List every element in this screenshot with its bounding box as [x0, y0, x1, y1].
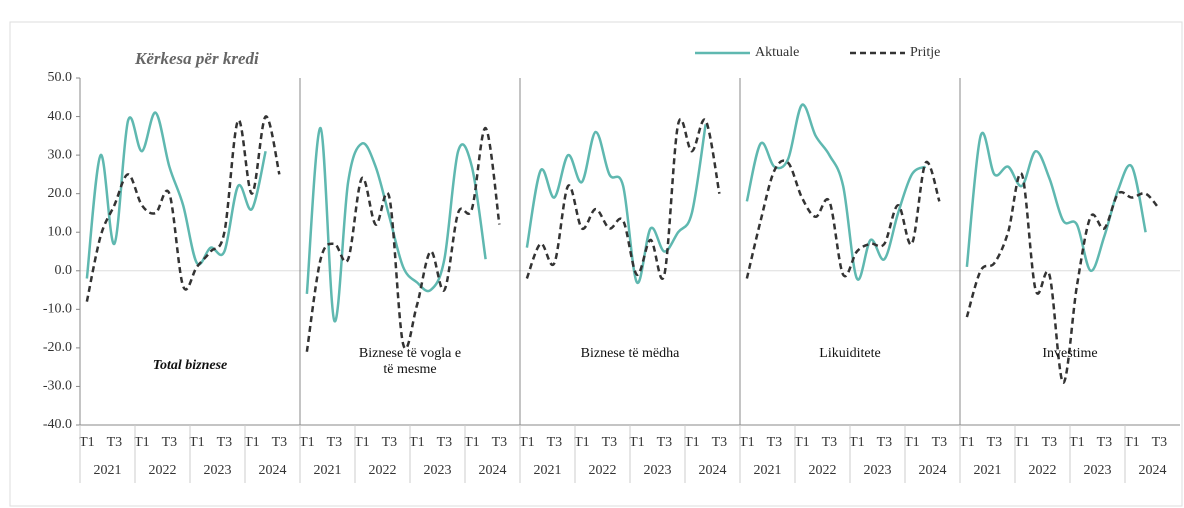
line-series [85, 111, 267, 279]
line-series [305, 126, 501, 352]
y-tick-label: 20.0 [48, 186, 73, 201]
panel-label: Biznese të mëdha [580, 346, 680, 361]
line-series [525, 124, 707, 284]
x-tick-label: T3 [1152, 435, 1168, 450]
x-tick-label: T1 [134, 435, 150, 450]
line-series [745, 103, 927, 281]
y-tick-label: -30.0 [43, 379, 72, 394]
x-tick-label: T1 [409, 435, 425, 450]
y-tick-label: 30.0 [48, 147, 73, 162]
year-label: 2022 [809, 463, 837, 478]
x-tick-label: T3 [272, 435, 288, 450]
year-label: 2022 [369, 463, 397, 478]
line-series [305, 126, 487, 323]
x-tick-label: T1 [1124, 435, 1140, 450]
x-tick-label: T3 [712, 435, 728, 450]
legend-label: Aktuale [755, 45, 799, 60]
year-label: 2022 [1029, 463, 1057, 478]
legend-label: Pritje [910, 45, 940, 60]
x-tick-label: T1 [849, 435, 865, 450]
panel-label: Biznese të vogla e të mesme [358, 346, 462, 377]
year-label: 2024 [919, 463, 947, 478]
x-tick-label: T1 [684, 435, 700, 450]
x-tick-label: T1 [519, 435, 535, 450]
year-label: 2024 [259, 463, 287, 478]
y-tick-label: -40.0 [43, 417, 72, 432]
year-label: 2021 [974, 463, 1002, 478]
x-tick-label: T3 [822, 435, 838, 450]
frame [9, 21, 1183, 507]
panel-label: Investime [1042, 346, 1098, 361]
x-tick-label: T3 [107, 435, 123, 450]
line-series [745, 159, 941, 279]
x-tick-label: T3 [1042, 435, 1058, 450]
y-tick-label: 10.0 [48, 224, 73, 239]
line-series [85, 115, 281, 302]
x-tick-label: T3 [602, 435, 618, 450]
panel-label: Likuiditete [819, 346, 881, 361]
x-tick-label: T1 [464, 435, 480, 450]
y-tick-label: 40.0 [48, 109, 73, 124]
x-tick-label: T1 [794, 435, 810, 450]
x-tick-label: T3 [932, 435, 948, 450]
y-tick-label: 0.0 [55, 263, 73, 278]
x-tick-label: T1 [629, 435, 645, 450]
x-tick-label: T3 [437, 435, 453, 450]
year-label: 2021 [754, 463, 782, 478]
year-label: 2023 [204, 463, 232, 478]
year-label: 2021 [94, 463, 122, 478]
x-tick-label: T1 [299, 435, 315, 450]
year-label: 2023 [424, 463, 452, 478]
x-tick-label: T1 [574, 435, 590, 450]
line-series [965, 131, 1147, 273]
year-label: 2023 [644, 463, 672, 478]
year-label: 2021 [314, 463, 342, 478]
x-tick-label: T3 [877, 435, 893, 450]
year-label: 2024 [699, 463, 727, 478]
year-label: 2023 [1084, 463, 1112, 478]
year-label: 2022 [589, 463, 617, 478]
x-tick-label: T1 [959, 435, 975, 450]
x-tick-label: T3 [492, 435, 508, 450]
x-tick-label: T1 [354, 435, 370, 450]
x-tick-label: T3 [217, 435, 233, 450]
x-tick-label: T1 [739, 435, 755, 450]
year-label: 2022 [149, 463, 177, 478]
panel-label: Total biznese [152, 358, 228, 373]
x-tick-label: T3 [547, 435, 563, 450]
x-tick-label: T3 [162, 435, 178, 450]
x-tick-label: T1 [189, 435, 205, 450]
year-label: 2023 [864, 463, 892, 478]
year-label: 2021 [534, 463, 562, 478]
x-tick-label: T1 [1014, 435, 1030, 450]
x-tick-label: T3 [987, 435, 1003, 450]
x-tick-label: T3 [1097, 435, 1113, 450]
y-tick-label: -10.0 [43, 302, 72, 317]
x-tick-label: T3 [767, 435, 783, 450]
line-series [965, 172, 1161, 384]
x-tick-label: T1 [79, 435, 95, 450]
year-label: 2024 [1139, 463, 1167, 478]
x-tick-label: T3 [327, 435, 343, 450]
year-label: 2024 [479, 463, 507, 478]
chart-title: Kërkesa për kredi [134, 49, 259, 68]
line-series [525, 118, 721, 280]
x-tick-label: T3 [382, 435, 398, 450]
x-tick-label: T1 [244, 435, 260, 450]
x-tick-label: T1 [904, 435, 920, 450]
y-tick-label: -20.0 [43, 340, 72, 355]
x-tick-label: T1 [1069, 435, 1085, 450]
x-tick-label: T3 [657, 435, 673, 450]
y-tick-label: 50.0 [48, 70, 73, 85]
